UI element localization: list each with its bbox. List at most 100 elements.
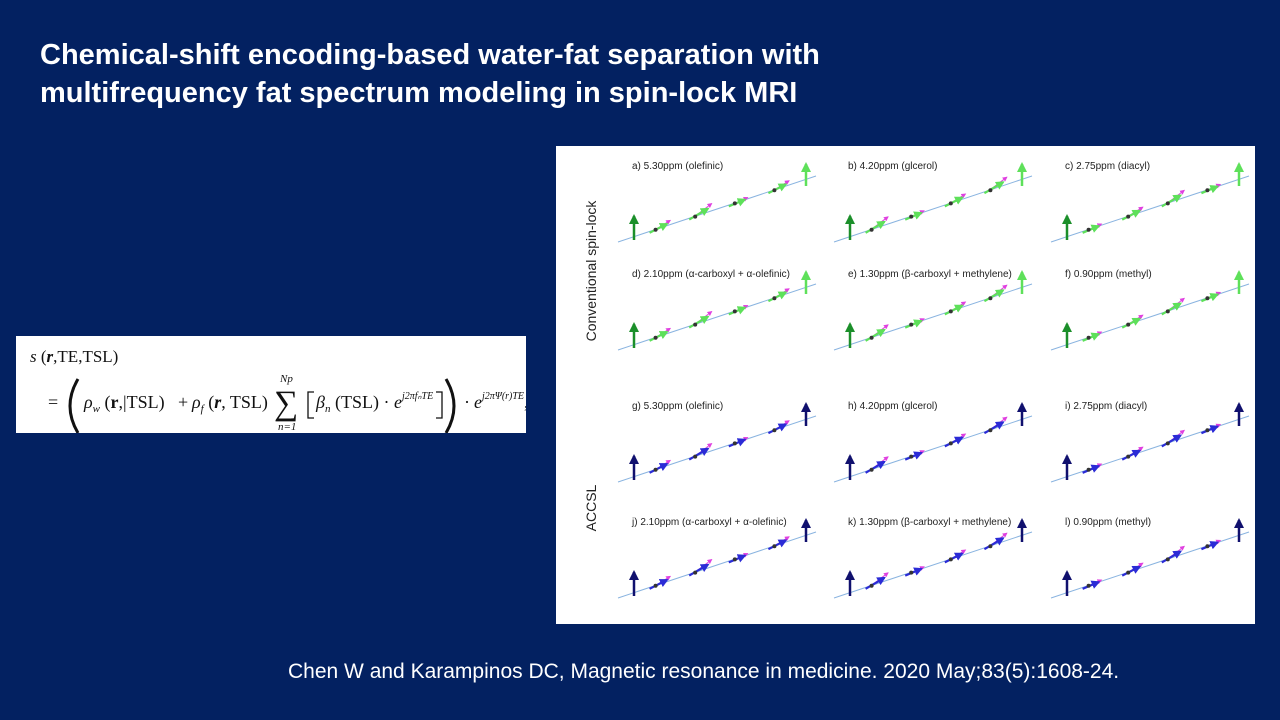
net-vector xyxy=(1082,580,1101,590)
vector-pivot xyxy=(653,583,658,588)
net-vector xyxy=(865,220,886,234)
right-big-paren xyxy=(444,378,456,433)
panel-label: f) 0.90ppm (methyl) xyxy=(1065,269,1152,280)
panel-label: a) 5.30ppm (olefinic) xyxy=(632,161,723,172)
vector-pivot xyxy=(1165,309,1170,314)
equals-sign: = xyxy=(48,392,58,412)
trajectory-axis xyxy=(833,283,1033,351)
panel-i: i) 2.75ppm (diacyl) xyxy=(1050,401,1250,483)
vector-pivot xyxy=(732,557,737,562)
vector-pivot xyxy=(653,227,658,232)
left-bracket xyxy=(307,391,314,419)
panel-c: c) 2.75ppm (diacyl) xyxy=(1050,161,1250,243)
left-big-paren xyxy=(68,378,80,433)
net-vector xyxy=(728,438,747,448)
vector-pivot xyxy=(732,441,737,446)
panel-label: d) 2.10ppm (α-carboxyl + α-olefinic) xyxy=(632,269,790,280)
vector-pivot xyxy=(772,428,777,433)
panel-j: j) 2.10ppm (α-carboxyl + α-olefinic) xyxy=(617,517,817,599)
vector-pivot xyxy=(909,214,914,219)
right-bracket xyxy=(436,391,443,419)
panel-b: b) 4.20ppm (glcerol) xyxy=(833,161,1033,243)
vector-pivot xyxy=(1126,454,1131,459)
rho-w-term: ρw (r,|TSL) xyxy=(83,392,165,415)
net-vector xyxy=(1161,550,1183,564)
net-vector xyxy=(1200,185,1220,195)
vector-pivot xyxy=(1126,570,1131,575)
phase-term: ej2πΨ(r)TE, xyxy=(474,391,526,412)
vector-pivot xyxy=(869,467,874,472)
panel-label: i) 2.75ppm (diacyl) xyxy=(1065,401,1147,412)
vector-pivot xyxy=(1205,544,1210,549)
trajectory-axis xyxy=(833,415,1033,483)
trajectory-axis xyxy=(1050,175,1250,243)
vector-pivot xyxy=(948,309,953,314)
vector-pivot xyxy=(1086,583,1091,588)
panel-label: g) 5.30ppm (olefinic) xyxy=(632,401,723,412)
net-vector xyxy=(728,198,747,208)
vector-pivot xyxy=(772,296,777,301)
net-vector xyxy=(1121,449,1142,461)
vector-pivot xyxy=(988,428,993,433)
trajectory-axis xyxy=(833,175,1033,243)
net-vector xyxy=(688,447,710,461)
panel-g: g) 5.30ppm (olefinic) xyxy=(617,401,817,483)
vector-pivot xyxy=(1205,188,1210,193)
sum-upper-limit: Np xyxy=(279,373,293,385)
net-vector xyxy=(904,567,923,577)
net-vector xyxy=(649,222,669,234)
net-vector xyxy=(1082,332,1101,342)
vector-figure: Conventional spin-lock ACCSL a) 5.30ppm … xyxy=(556,146,1255,624)
net-vector xyxy=(767,183,788,195)
slide-title-line-1: Chemical-shift encoding-based water-fat … xyxy=(40,39,820,71)
vector-pivot xyxy=(1165,557,1170,562)
vector-pivot xyxy=(1086,335,1091,340)
plus-sign: + xyxy=(178,392,188,412)
vector-pivot xyxy=(948,557,953,562)
vector-pivot xyxy=(1086,227,1091,232)
net-vector xyxy=(728,554,747,564)
vector-pivot xyxy=(988,188,993,193)
trajectory-axis xyxy=(617,415,817,483)
equation-image: s (r,TE,TSL) = ρw (r,|TSL) + ρf (r, TSL)… xyxy=(16,336,526,433)
net-vector xyxy=(904,319,923,329)
vector-pivot xyxy=(1126,322,1131,327)
vector-pivot xyxy=(909,454,914,459)
vector-pivot xyxy=(909,322,914,327)
trajectory-axis xyxy=(1050,415,1250,483)
panel-h: h) 4.20ppm (glcerol) xyxy=(833,401,1033,483)
vector-pivot xyxy=(988,296,993,301)
net-vector xyxy=(983,421,1005,435)
vector-pivot xyxy=(948,441,953,446)
net-vector xyxy=(944,552,964,564)
net-vector xyxy=(865,460,886,474)
dot-operator: · xyxy=(464,392,470,412)
vector-pivot xyxy=(1205,428,1210,433)
net-vector xyxy=(767,539,788,551)
vector-pivot xyxy=(772,188,777,193)
net-vector xyxy=(767,291,788,303)
net-vector xyxy=(649,578,669,590)
net-vector xyxy=(1121,209,1142,221)
net-vector xyxy=(944,196,964,208)
vector-pivot xyxy=(772,544,777,549)
net-vector xyxy=(1161,194,1183,208)
panel-k: k) 1.30ppm (β-carboxyl + methylene) xyxy=(833,517,1033,599)
net-vector xyxy=(865,328,886,342)
vector-pivot xyxy=(732,201,737,206)
vector-pivot xyxy=(1165,201,1170,206)
trajectory-axis xyxy=(1050,531,1250,599)
panel-d: d) 2.10ppm (α-carboxyl + α-olefinic) xyxy=(617,269,817,351)
vector-pivot xyxy=(653,467,658,472)
panel-label: c) 2.75ppm (diacyl) xyxy=(1065,161,1150,172)
equation-lhs: s (r,TE,TSL) xyxy=(30,347,118,366)
net-vector xyxy=(983,289,1005,303)
sum-lower-limit: n=1 xyxy=(278,421,296,433)
vector-pivot xyxy=(869,335,874,340)
net-vector xyxy=(1161,434,1183,448)
citation: Chen W and Karampinos DC, Magnetic reson… xyxy=(288,660,1120,683)
vector-pivot xyxy=(693,454,698,459)
panel-l: l) 0.90ppm (methyl) xyxy=(1050,517,1250,599)
beta-term: βn (TSL) · ej2πfₙTE xyxy=(315,391,433,415)
panel-label: l) 0.90ppm (methyl) xyxy=(1065,517,1151,528)
